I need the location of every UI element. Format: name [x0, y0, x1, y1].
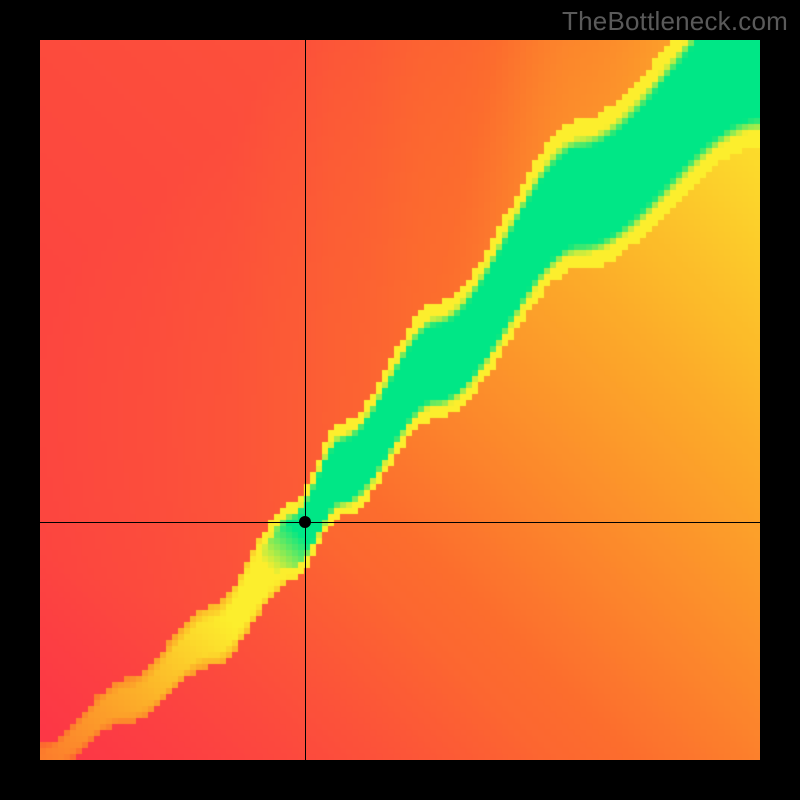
bottleneck-heatmap	[40, 40, 760, 760]
heatmap-canvas	[40, 40, 760, 760]
crosshair-vertical	[305, 40, 306, 760]
data-point-marker	[299, 516, 311, 528]
watermark-text: TheBottleneck.com	[562, 6, 788, 37]
crosshair-horizontal	[40, 522, 760, 523]
